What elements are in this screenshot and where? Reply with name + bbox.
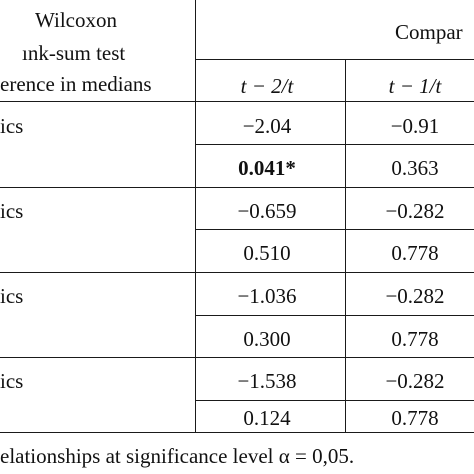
row-rule-7 — [195, 400, 474, 401]
table-cell-significant: 0.041* — [238, 156, 296, 180]
table-bottom-rule — [0, 432, 474, 433]
table-cell: −0.282 — [385, 199, 445, 223]
row-rule-5 — [195, 315, 474, 316]
table-cell: 0.124 — [243, 406, 291, 430]
table-cell: −0.282 — [385, 284, 445, 308]
table-cell: 0.363 — [391, 156, 439, 180]
header-title-line3: erence in medians — [0, 72, 152, 96]
column-header-t-2t: t − 2/t — [240, 74, 294, 98]
column-divider-1 — [195, 0, 196, 432]
row-rule-1 — [195, 144, 474, 145]
table-cell: 0.778 — [391, 406, 439, 430]
row-rule-6 — [0, 357, 474, 358]
row-rule-2 — [0, 187, 474, 188]
column-header-t-1t: t − 1/t — [388, 74, 442, 98]
row-label: ics — [0, 284, 24, 308]
group-header-rule — [195, 59, 474, 60]
header-title-line1: Wilcoxon — [35, 8, 117, 32]
row-rule-3 — [195, 229, 474, 230]
table-cell: −2.04 — [242, 114, 292, 138]
column-divider-2 — [345, 59, 346, 432]
table-cell: 0.300 — [243, 327, 291, 351]
table-cell: 0.510 — [243, 241, 291, 265]
row-label: ics — [0, 114, 24, 138]
table-cell: 0.778 — [391, 241, 439, 265]
header-title-line2: ınk-sum test — [22, 41, 126, 65]
row-label: ics — [0, 199, 24, 223]
row-label: ics — [0, 369, 24, 393]
comparison-group-header: Compar — [395, 20, 463, 44]
table-cell: −0.91 — [390, 114, 440, 138]
table-cell: −0.659 — [237, 199, 297, 223]
row-rule-4 — [0, 272, 474, 273]
table-cell: 0.778 — [391, 327, 439, 351]
header-bottom-rule — [0, 101, 474, 102]
table-footnote: elationships at significance level α = 0… — [0, 444, 355, 468]
table-cell: −1.538 — [237, 369, 297, 393]
table-cell: −0.282 — [385, 369, 445, 393]
table-cell: −1.036 — [237, 284, 297, 308]
